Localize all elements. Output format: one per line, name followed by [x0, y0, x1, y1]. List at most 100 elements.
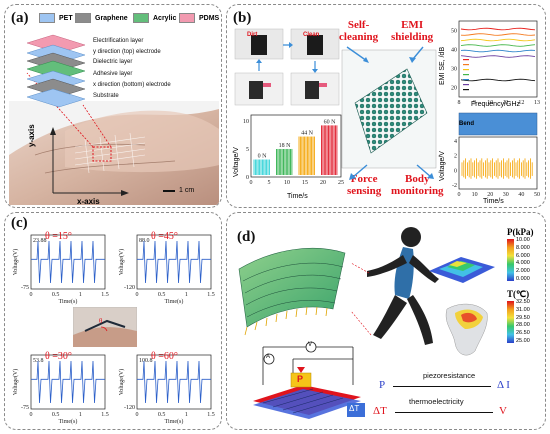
- angle-signal-line: [31, 360, 105, 404]
- emi-plot-frame: [458, 20, 538, 98]
- angle-15-plot: 23.88 -750 0.5 1 1.5 Time(s) Voltage(V): [12, 234, 109, 305]
- legend-swatch-graphene: [75, 13, 91, 23]
- colorbar-tick: 6.000: [516, 252, 530, 259]
- voltmeter-label: V: [308, 342, 313, 348]
- emi-ytick: 30: [451, 67, 457, 73]
- colorbar-tick: 28.00: [516, 322, 530, 329]
- angle-plot-xlabel: Time(s): [165, 298, 184, 305]
- colorbar-tick: 32.50: [516, 299, 530, 305]
- body-xtick: 30: [503, 192, 509, 198]
- relation-thermo: ΔT thermoelectricity V: [373, 397, 533, 421]
- layer-stack: [26, 34, 86, 108]
- force-ytick: 5: [246, 147, 249, 153]
- ammeter-label: A: [266, 354, 271, 360]
- emi-series-line: [460, 49, 536, 53]
- emi-xtick: 9: [473, 100, 476, 106]
- legend-label-pdms: PDMS: [199, 14, 220, 22]
- delta-t-tag: ΔT: [349, 404, 360, 413]
- angle-plot-ymax: 23.88: [33, 238, 47, 244]
- panel-b-label: (b): [233, 10, 252, 26]
- panel-a: (a) PET Graphene Acrylic PDMS: [4, 4, 222, 208]
- legend-swatch-acrylic: [133, 13, 149, 23]
- emi-xtick: 10: [487, 100, 493, 106]
- angle-signal-line: [31, 240, 105, 284]
- emi-ytick: 50: [451, 29, 457, 35]
- angle-plot-xtick: 0: [30, 412, 33, 418]
- emi-xtick: 11: [503, 100, 509, 106]
- layer-label-1: Electrification layer: [93, 38, 144, 44]
- angle-plot-xtick: 1.5: [207, 292, 215, 298]
- emi-ytick: 20: [451, 86, 457, 92]
- x-axis-label: x-axis: [77, 197, 100, 206]
- angle-plot-ylabel: Voltage(V): [12, 249, 19, 276]
- angle-plot-ylabel: Voltage(V): [118, 369, 125, 396]
- body-xtick: 20: [487, 192, 493, 198]
- relation-piezo-left: P: [379, 379, 386, 391]
- temperature-colorbar-title: T(℃): [507, 289, 530, 299]
- emi-xtick: 8: [458, 100, 461, 106]
- force-group-label: 44 N: [301, 131, 314, 137]
- relation-thermo-left: ΔT: [373, 405, 387, 417]
- emi-series-line: [460, 33, 536, 36]
- force-xtick: 20: [320, 180, 326, 186]
- body-ytick: 0: [454, 168, 457, 174]
- angle-plot-xtick: 0.5: [52, 292, 60, 298]
- angle-plot-ymin: -120: [124, 405, 135, 411]
- relation-thermo-right: V: [499, 405, 507, 417]
- emi-series-line: [460, 38, 536, 42]
- emi-ytick: 40: [451, 48, 457, 54]
- force-xtick: 10: [284, 180, 290, 186]
- relation-piezo-right: Δ I: [497, 379, 510, 391]
- angle-plot-xlabel: Time(s): [165, 418, 184, 425]
- temperature-foot-map: [445, 303, 488, 356]
- force-ytick: 0: [246, 175, 249, 181]
- angle-plot-xtick: 0: [136, 292, 139, 298]
- bend-photo-strip: [458, 112, 538, 136]
- colorbar-tick: 10.00: [516, 237, 530, 243]
- angle-plot-ymin: -75: [21, 285, 29, 291]
- dirt-label: Dirt: [247, 32, 258, 38]
- angle-signal-line: [137, 240, 211, 284]
- emi-series-line: [460, 55, 536, 58]
- emi-legend-mark: [463, 64, 469, 66]
- wrist-bend-photo: [73, 307, 137, 347]
- legend-label-pet: PET: [59, 14, 73, 22]
- angle-plot-ylabel: Voltage(V): [12, 369, 19, 396]
- wrist-theta-label: θ: [99, 317, 103, 325]
- emi-series-line: [460, 78, 536, 82]
- angle-plot-xtick: 0.5: [52, 412, 60, 418]
- angle-plot-ymin: -75: [21, 405, 29, 411]
- relation-piezo-label: piezoresistance: [423, 371, 476, 380]
- clean-label: Clean: [303, 32, 320, 38]
- emi-series-line: [460, 27, 536, 31]
- bend-label: Bend: [459, 121, 474, 127]
- emi-ylabel: EMI SE, /dB: [439, 46, 446, 85]
- colorbar-tick: 29.50: [516, 314, 530, 321]
- curved-sensor-array: [238, 248, 346, 336]
- colorbar-tick: 0.000: [516, 276, 530, 282]
- colorbar-tick: 25.00: [516, 338, 530, 344]
- layer-label-3: Dielectric layer: [93, 59, 133, 65]
- force-xtick: 15: [302, 180, 308, 186]
- panel-d: (d): [226, 212, 546, 430]
- relation-piezo-line: [393, 386, 491, 388]
- pressure-tag: P: [297, 374, 304, 384]
- runner-figure: [351, 227, 439, 345]
- force-xtick: 5: [268, 180, 271, 186]
- legend-item-pet: PET: [39, 13, 73, 23]
- colorbar-tick: 31.00: [516, 306, 530, 313]
- legend-swatch-pet: [39, 13, 55, 23]
- body-xtick: 0: [458, 192, 461, 198]
- emi-xtick: 13: [534, 100, 540, 106]
- angle-plot-xtick: 1: [185, 292, 188, 298]
- angle-plot-xtick: 1.5: [101, 292, 109, 298]
- body-xtick: 40: [518, 192, 524, 198]
- legend-swatch-pdms: [179, 13, 195, 23]
- angle-plot-xtick: 0.5: [158, 292, 166, 298]
- force-ytick: 10: [243, 119, 249, 125]
- angle-plot-xtick: 1: [79, 292, 82, 298]
